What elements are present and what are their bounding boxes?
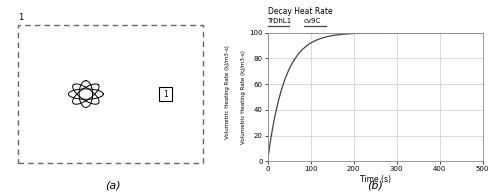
X-axis label: Time (s): Time (s) <box>360 175 390 184</box>
Text: (b): (b) <box>367 180 383 190</box>
Text: 1: 1 <box>18 13 24 22</box>
Text: Volumetric Heating Rate (kJ/m3-s): Volumetric Heating Rate (kJ/m3-s) <box>225 45 230 139</box>
Text: 1: 1 <box>164 90 168 98</box>
Text: Decay Heat Rate: Decay Heat Rate <box>268 7 332 16</box>
Text: (a): (a) <box>104 180 120 190</box>
FancyBboxPatch shape <box>159 87 172 101</box>
Text: cv9C: cv9C <box>304 18 322 24</box>
Text: TrDhL1: TrDhL1 <box>268 18 292 24</box>
Y-axis label: Volumetric Heating Rate (kJ/m3-s): Volumetric Heating Rate (kJ/m3-s) <box>242 50 246 144</box>
